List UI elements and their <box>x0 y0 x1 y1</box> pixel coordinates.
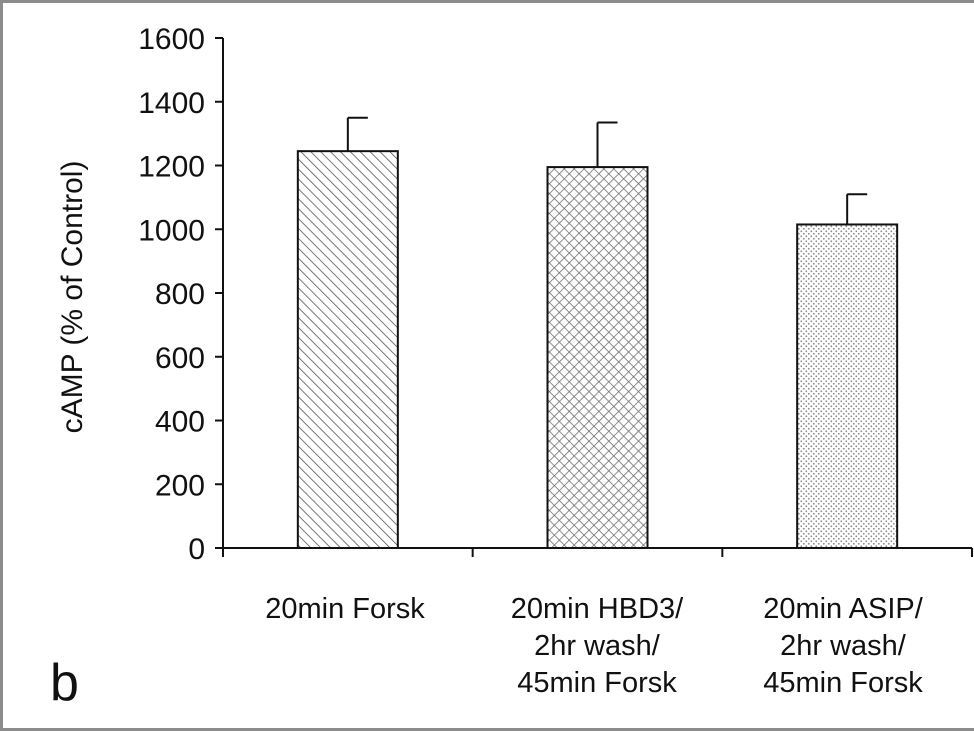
y-tick-label: 1000 <box>138 214 205 247</box>
bars <box>296 116 899 549</box>
bar <box>796 223 899 549</box>
bar <box>296 150 399 549</box>
bar <box>546 166 649 549</box>
y-tick-label: 1200 <box>138 151 205 184</box>
category-label-line: 20min ASIP/ <box>763 593 924 625</box>
y-tick-label: 200 <box>155 469 205 502</box>
category-label: 20min ASIP/2hr wash/45min Forsk <box>763 593 924 699</box>
y-tick-label: 1600 <box>138 23 205 56</box>
category-label-line: 2hr wash/ <box>780 630 907 662</box>
y-tick-labels: 0 200 400 600 800 1000 1200 1400 1600 <box>138 23 205 566</box>
category-label-line: 2hr wash/ <box>534 630 661 662</box>
y-tick-label: 400 <box>155 406 205 439</box>
y-tick-label: 0 <box>188 533 205 566</box>
category-label-line: 45min Forsk <box>763 667 923 699</box>
category-label-line: 45min Forsk <box>517 667 677 699</box>
category-label: 20min HBD3/2hr wash/45min Forsk <box>511 593 684 699</box>
y-tick-label: 600 <box>155 342 205 375</box>
category-label-line: 20min HBD3/ <box>511 593 684 625</box>
category-label: 20min Forsk <box>265 593 425 625</box>
y-axis-title: cAMP (% of Control) <box>56 161 89 434</box>
y-tick-label: 800 <box>155 278 205 311</box>
panel-label: b <box>50 654 79 712</box>
category-label-line: 20min Forsk <box>265 593 425 625</box>
y-tick-label: 1400 <box>138 87 205 120</box>
category-labels: 20min Forsk 20min HBD3/2hr wash/45min For… <box>265 593 924 699</box>
